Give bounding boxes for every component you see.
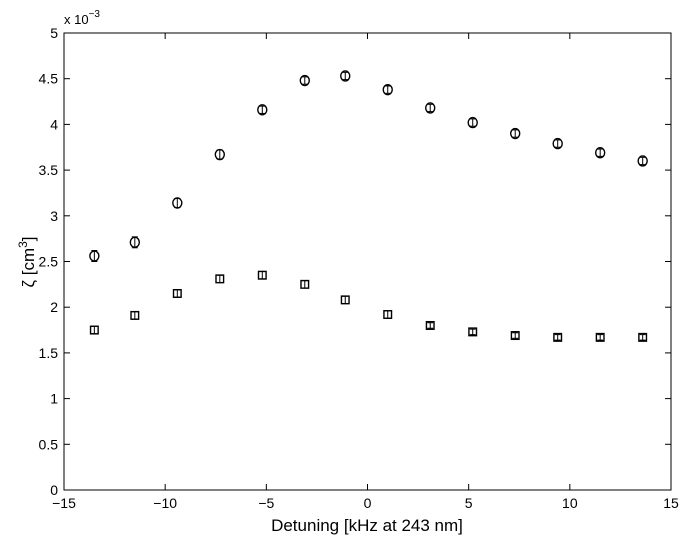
- series-circle: [89, 70, 648, 262]
- data-point-square: [215, 274, 225, 284]
- data-point-square: [638, 332, 648, 342]
- y-tick-label: 2.5: [39, 254, 59, 270]
- x-tick-label: −5: [258, 495, 274, 511]
- data-point-square: [553, 332, 563, 342]
- y-tick-label: 0.5: [39, 436, 59, 452]
- data-point-circle: [382, 83, 393, 96]
- data-point-circle: [467, 116, 478, 129]
- data-point-square: [300, 279, 310, 289]
- x-tick-label: 10: [562, 495, 578, 511]
- y-axis-label-unit: [cm: [19, 248, 38, 275]
- y-tick-label: 1: [50, 391, 58, 407]
- x-tick-label: −15: [52, 495, 76, 511]
- data-point-circle: [340, 70, 351, 82]
- y-tick-label: 3.5: [39, 162, 59, 178]
- data-point-circle: [89, 250, 100, 262]
- data-point-circle: [510, 127, 521, 140]
- data-point-square: [340, 295, 350, 305]
- x-axis-label: Detuning [kHz at 243 nm]: [271, 516, 463, 535]
- data-series-layer: [89, 70, 648, 342]
- y-axis-label: ζ [cm3]: [16, 236, 38, 287]
- data-point-square: [510, 331, 520, 341]
- data-point-circle: [129, 236, 141, 249]
- x-tick-label: 15: [663, 495, 679, 511]
- data-point-circle: [172, 197, 183, 209]
- data-point-circle: [299, 74, 310, 87]
- data-point-circle: [637, 155, 648, 167]
- y-tick-label: 1.5: [39, 345, 59, 361]
- y-axis-multiplier-exponent: −3: [89, 9, 101, 20]
- data-point-circle: [214, 148, 225, 161]
- x-axis-ticks: −15 −10 −5 0 5 10 15: [52, 33, 679, 511]
- data-point-square: [172, 288, 182, 298]
- data-point-circle: [552, 137, 563, 150]
- y-tick-label: 2: [50, 299, 58, 315]
- y-axis-label-exponent: 3: [16, 241, 30, 248]
- data-point-square: [383, 310, 393, 320]
- y-axis-label-symbol: ζ: [19, 280, 38, 288]
- data-point-square: [595, 332, 605, 342]
- y-tick-label: 4: [50, 116, 58, 132]
- y-tick-label: 3: [50, 208, 58, 224]
- y-axis-label-close: ]: [19, 236, 38, 241]
- data-point-square: [468, 327, 478, 337]
- data-point-square: [89, 325, 99, 335]
- data-point-square: [425, 320, 435, 330]
- data-point-square: [130, 310, 140, 320]
- x-tick-label: 0: [364, 495, 372, 511]
- y-axis-multiplier: x 10−3: [64, 9, 100, 27]
- y-tick-label: 5: [50, 25, 58, 41]
- y-tick-label: 0: [50, 482, 58, 498]
- data-point-square: [257, 270, 267, 280]
- data-point-circle: [257, 104, 268, 116]
- series-square: [89, 270, 648, 342]
- data-point-circle: [425, 102, 436, 114]
- data-point-circle: [594, 147, 606, 159]
- y-axis-multiplier-base: x 10: [64, 12, 89, 27]
- y-tick-label: 4.5: [39, 71, 59, 87]
- x-tick-label: −10: [153, 495, 177, 511]
- x-tick-label: 5: [465, 495, 473, 511]
- y-axis-ticks: 0 0.5 1 1.5 2 2.5 3 3.5 4 4.5 5: [39, 25, 671, 498]
